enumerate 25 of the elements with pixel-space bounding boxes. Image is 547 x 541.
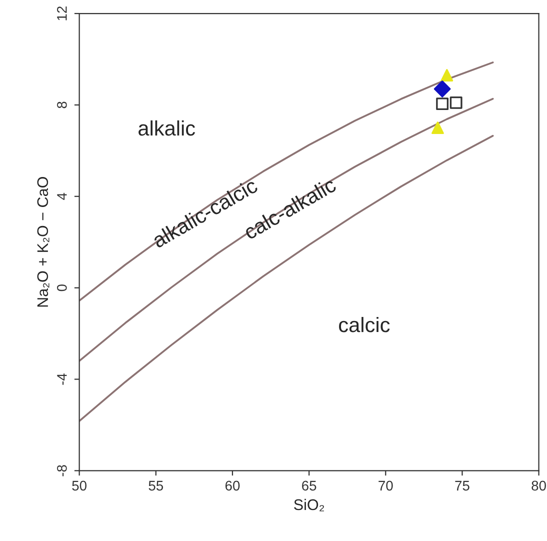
line-series [79, 134, 494, 422]
y-tick-label: 12 [57, 6, 67, 20]
annotation: calcic [339, 316, 390, 332]
x-tick-label: 75 [455, 480, 470, 491]
line-series [79, 98, 494, 362]
y-axis-title: Na₂O + K₂O − CaO [37, 177, 50, 307]
x-axis-title: SiO₂ [294, 498, 324, 512]
point [434, 80, 451, 98]
y-tick-label: 8 [57, 102, 67, 108]
point [431, 122, 444, 134]
x-tick-label: 80 [532, 480, 546, 491]
point [450, 96, 462, 109]
x-tick-label: 55 [148, 480, 164, 491]
x-tick-label: 65 [302, 480, 316, 491]
y-tick-label: 0 [57, 284, 67, 292]
x-tick-label: 50 [72, 480, 86, 491]
y-tick-label: 4 [57, 192, 67, 200]
y-tick-label: -4 [57, 373, 67, 385]
y-tick-label: -8 [57, 465, 67, 476]
annotation: alkalic [138, 120, 196, 136]
x-tick-label: 70 [378, 480, 393, 491]
line-series [79, 62, 494, 302]
point [440, 69, 454, 82]
x-tick-label: 60 [225, 480, 240, 491]
point [436, 98, 449, 110]
